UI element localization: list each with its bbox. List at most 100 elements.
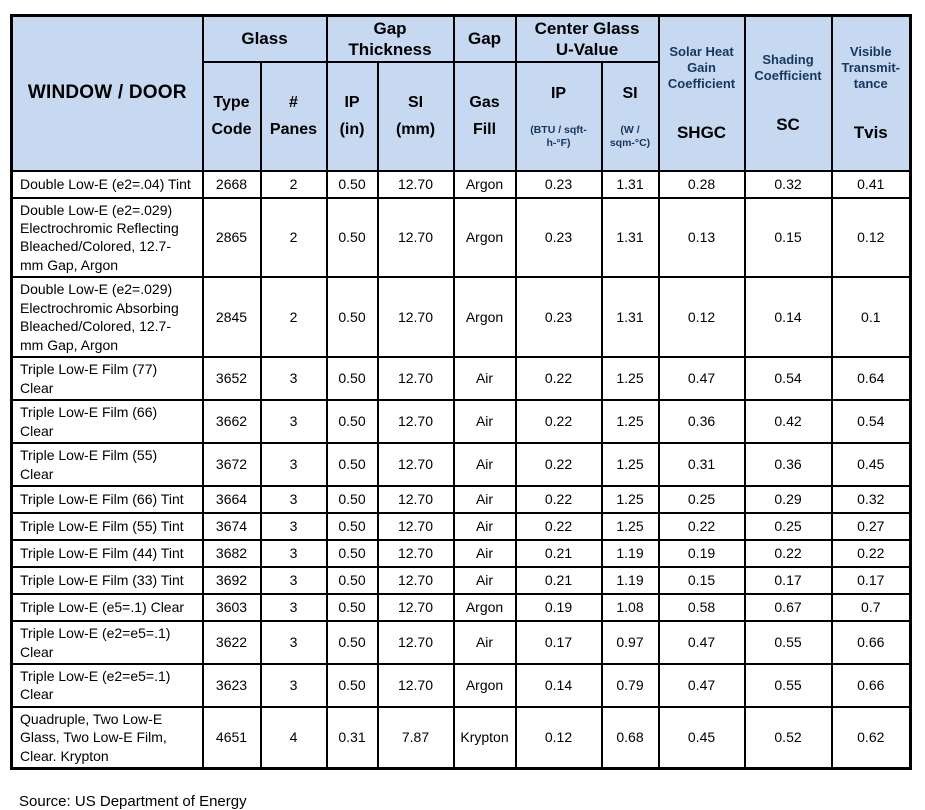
cell-gas-fill: Air [452,442,517,488]
cell-window-door-name: Double Low-E (e2=.04) Tint [10,169,204,199]
cell-shgc: 0.31 [657,442,746,488]
cell-num-panes: 3 [259,663,328,708]
header-tvis-abbr: Tvis [853,122,888,142]
cell-uvalue-ip: 0.21 [514,566,603,596]
cell-type-code: 3652 [201,356,262,402]
window-door-glazing-table: WINDOW / DOOR Glass Gap Thickness Gap Ce… [10,14,913,771]
table-row: Triple Low-E Film (66) Tint 3664 3 0.50 … [10,485,912,515]
header-uvalue-si: SI (W / sqm-°C) [600,60,660,172]
header-group-glass: Glass [201,14,328,63]
header-group-gap: Gap [452,14,517,63]
header-group-u-value: Center Glass U-Value [514,14,660,63]
cell-shgc: 0.22 [657,512,746,542]
cell-gap-thickness-si: 12.70 [376,512,455,542]
cell-num-panes: 3 [259,566,328,596]
cell-uvalue-ip: 0.22 [514,485,603,515]
cell-num-panes: 3 [259,593,328,623]
cell-type-code: 3662 [201,399,262,445]
cell-gap-thickness-si: 12.70 [376,593,455,623]
cell-uvalue-ip: 0.23 [514,196,603,279]
cell-shgc: 0.28 [657,169,746,199]
cell-gas-fill: Air [452,566,517,596]
cell-shgc: 0.45 [657,705,746,770]
cell-shgc: 0.47 [657,356,746,402]
header-uvalue-ip-label: IP [550,84,567,102]
cell-tvis: 0.7 [830,593,912,623]
cell-uvalue-si: 0.68 [600,705,660,770]
cell-window-door-name: Triple Low-E (e2=e5=.1) Clear [10,620,204,665]
table-row: Triple Low-E (e2=e5=.1) Clear 3622 3 0.5… [10,620,912,665]
cell-uvalue-si: 1.25 [600,442,660,488]
cell-window-door-name: Double Low-E (e2=.029) Electrochromic Ab… [10,276,204,359]
cell-gap-thickness-ip: 0.31 [325,705,379,770]
cell-window-door-name: Quadruple, Two Low-E Glass, Two Low-E Fi… [10,705,204,770]
cell-type-code: 3692 [201,566,262,596]
header-gap-si-mm: SI (mm) [376,60,455,172]
cell-gap-thickness-si: 7.87 [376,705,455,770]
cell-num-panes: 3 [259,485,328,515]
cell-uvalue-ip: 0.22 [514,442,603,488]
cell-num-panes: 3 [259,399,328,445]
cell-gas-fill: Argon [452,196,517,279]
cell-uvalue-ip: 0.21 [514,539,603,569]
cell-shgc: 0.47 [657,620,746,665]
cell-uvalue-ip: 0.23 [514,276,603,359]
cell-gap-thickness-si: 12.70 [376,485,455,515]
cell-window-door-name: Triple Low-E Film (55) Tint [10,512,204,542]
cell-uvalue-ip: 0.14 [514,663,603,708]
cell-type-code: 2845 [201,276,262,359]
header-uvalue-ip-unit: (BTU / sqft- h-°F) [530,123,587,149]
cell-gap-thickness-si: 12.70 [376,356,455,402]
cell-window-door-name: Triple Low-E Film (44) Tint [10,539,204,569]
cell-uvalue-si: 1.25 [600,356,660,402]
cell-gas-fill: Krypton [452,705,517,770]
cell-uvalue-si: 1.25 [600,399,660,445]
cell-shgc: 0.12 [657,276,746,359]
table-row: Triple Low-E Film (77) Clear 3652 3 0.50… [10,356,912,402]
cell-sc: 0.55 [743,663,833,708]
cell-type-code: 3674 [201,512,262,542]
header-window-door: WINDOW / DOOR [10,14,204,172]
cell-sc: 0.54 [743,356,833,402]
cell-sc: 0.22 [743,539,833,569]
header-sub-row: Type Code # Panes IP (in) SI (mm) Gas Fi… [12,60,911,172]
cell-window-door-name: Triple Low-E (e5=.1) Clear [10,593,204,623]
cell-type-code: 3682 [201,539,262,569]
table-row: Triple Low-E Film (55) Clear 3672 3 0.50… [10,442,912,488]
cell-sc: 0.25 [743,512,833,542]
header-gas-fill: Gas Fill [452,60,517,172]
header-shgc-abbr: SHGC [676,122,727,142]
cell-gap-thickness-si: 12.70 [376,539,455,569]
cell-gas-fill: Air [452,356,517,402]
table-row: Double Low-E (e2=.04) Tint 2668 2 0.50 1… [10,169,912,199]
cell-window-door-name: Triple Low-E Film (77) Clear [10,356,204,402]
cell-tvis: 0.12 [830,196,912,279]
cell-gas-fill: Air [452,620,517,665]
cell-window-door-name: Triple Low-E Film (66) Tint [10,485,204,515]
header-shgc-label: Solar Heat Gain Coefficient [667,43,736,91]
table-row: Triple Low-E Film (44) Tint 3682 3 0.50 … [10,539,912,569]
cell-tvis: 0.54 [830,399,912,445]
cell-shgc: 0.25 [657,485,746,515]
table-row: Triple Low-E Film (55) Tint 3674 3 0.50 … [10,512,912,542]
cell-sc: 0.36 [743,442,833,488]
cell-uvalue-si: 1.31 [600,169,660,199]
header-type-code: Type Code [201,60,262,172]
cell-gas-fill: Air [452,539,517,569]
table-body: Double Low-E (e2=.04) Tint 2668 2 0.50 1… [10,169,912,770]
cell-gap-thickness-si: 12.70 [376,276,455,359]
cell-gap-thickness-ip: 0.50 [325,620,379,665]
cell-gas-fill: Air [452,399,517,445]
header-uvalue-ip: IP (BTU / sqft- h-°F) [514,60,603,172]
cell-tvis: 0.66 [830,663,912,708]
table-row: Double Low-E (e2=.029) Electrochromic Re… [10,196,912,279]
cell-gas-fill: Air [452,485,517,515]
cell-gas-fill: Argon [452,663,517,708]
header-sc-abbr: SC [776,114,800,134]
header-num-panes: # Panes [259,60,328,172]
cell-shgc: 0.13 [657,196,746,279]
cell-uvalue-ip: 0.22 [514,512,603,542]
cell-gap-thickness-ip: 0.50 [325,276,379,359]
cell-sc: 0.17 [743,566,833,596]
cell-gap-thickness-ip: 0.50 [325,356,379,402]
